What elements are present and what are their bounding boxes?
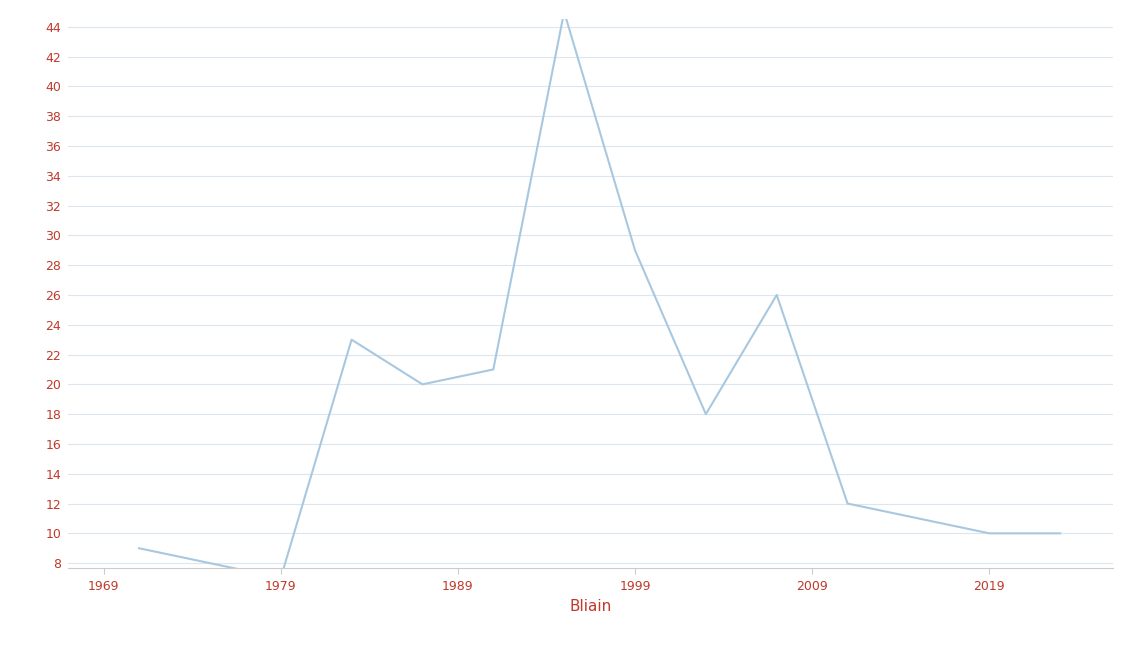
X-axis label: Bliain: Bliain [569,599,612,613]
